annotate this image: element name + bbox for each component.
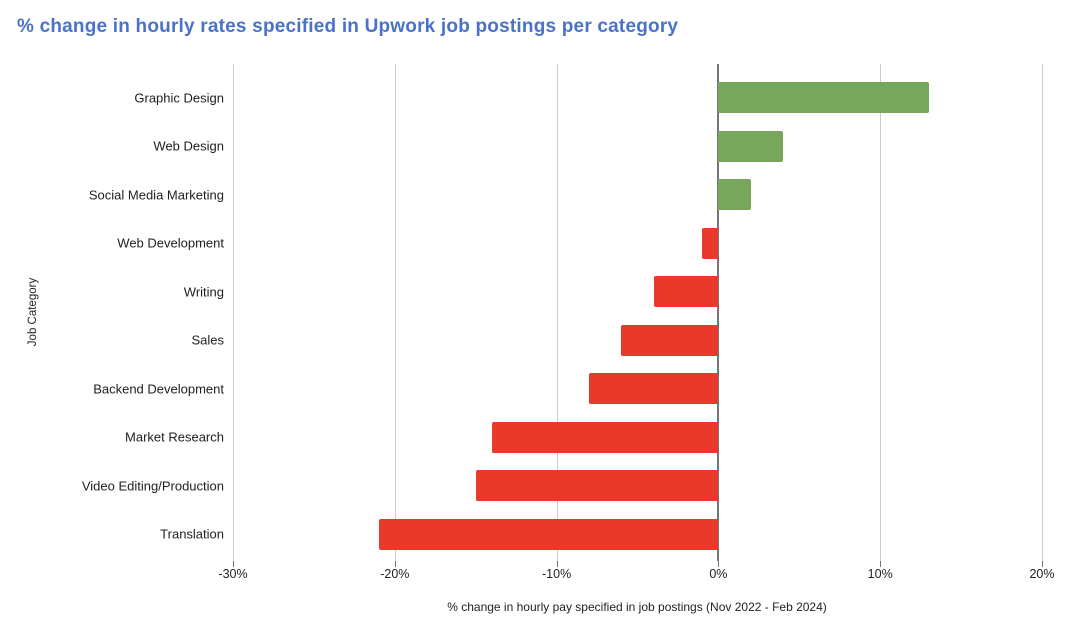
x-tick-label: -30% (218, 567, 248, 581)
x-axis-tick (394, 561, 396, 567)
x-tick-label: 20% (1029, 567, 1055, 581)
bar-market-research (491, 421, 719, 453)
x-tick-label: -10% (542, 567, 572, 581)
category-label: Graphic Design (134, 90, 224, 105)
x-axis-tick (718, 561, 720, 567)
category-label: Market Research (125, 429, 224, 445)
x-tick-label: 10% (867, 567, 893, 581)
bar-sales (621, 324, 719, 356)
x-axis-tick (233, 561, 234, 567)
x-gridline (1042, 64, 1043, 561)
bar-social-media-marketing (718, 179, 751, 210)
bar-graphic-design (718, 82, 929, 113)
category-label: Web Development (117, 235, 224, 251)
bar-web-design (718, 130, 784, 162)
x-axis-tick (1042, 561, 1043, 567)
x-axis-tick (880, 561, 882, 567)
x-tick-label: -20% (380, 567, 410, 581)
chart-title: % change in hourly rates specified in Up… (17, 16, 679, 37)
bar-video-editing-production (475, 470, 719, 501)
category-label: Web Design (153, 138, 224, 154)
category-label: Translation (160, 526, 224, 542)
category-label: Social Media Marketing (88, 187, 224, 202)
plot-area (233, 64, 1043, 561)
x-axis-title: % change in hourly pay specified in job … (447, 600, 827, 614)
x-gridline (556, 64, 558, 561)
zero-baseline (717, 64, 720, 561)
x-gridline (394, 64, 396, 561)
bar-web-development (702, 227, 719, 259)
bar-writing (653, 276, 719, 307)
x-tick-label: 0% (709, 567, 728, 581)
y-axis-title: Job Category (27, 277, 39, 347)
bar-backend-development (588, 373, 719, 404)
x-gridline (880, 64, 882, 561)
bar-translation (378, 518, 719, 550)
x-gridline (233, 64, 234, 561)
category-label: Writing (183, 284, 224, 299)
category-label: Sales (191, 332, 224, 348)
category-label: Video Editing/Production (81, 478, 224, 493)
x-axis-tick (556, 561, 558, 567)
category-label: Backend Development (93, 381, 224, 396)
